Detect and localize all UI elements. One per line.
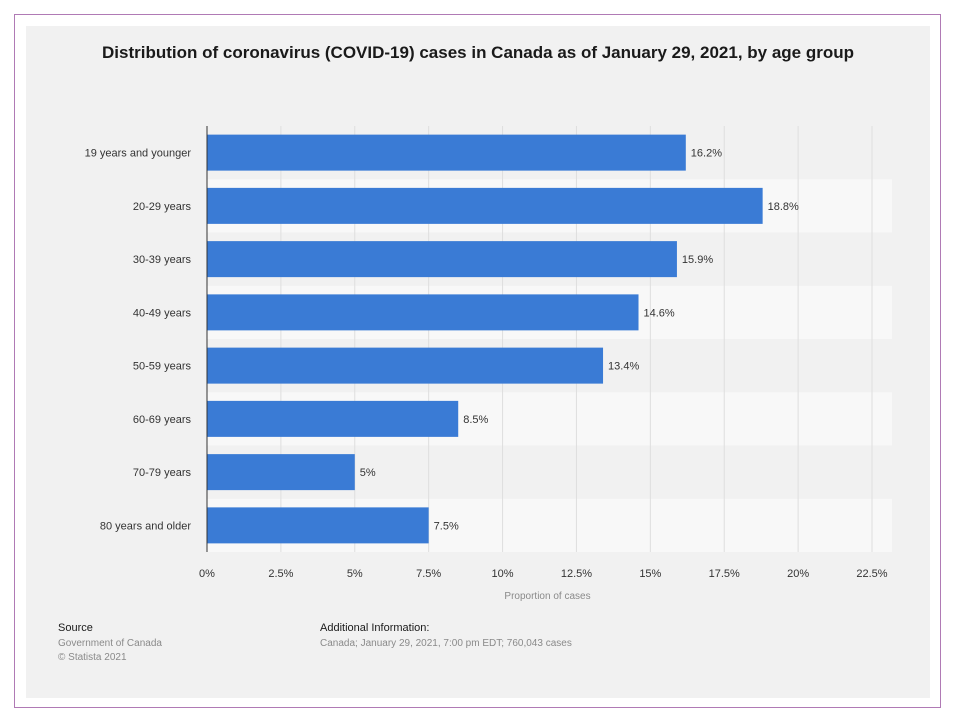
bar — [207, 347, 604, 384]
x-tick-label: 15% — [639, 568, 661, 580]
value-label: 8.5% — [463, 414, 488, 426]
value-label: 13.4% — [608, 361, 639, 373]
x-tick-label: 10% — [492, 568, 514, 580]
bar — [207, 241, 677, 278]
source-line-2: © Statista 2021 — [58, 652, 127, 663]
x-tick-label: 20% — [787, 568, 809, 580]
value-label: 16.2% — [691, 148, 722, 160]
chart-title: Distribution of coronavirus (COVID-19) c… — [102, 43, 854, 62]
value-label: 5% — [360, 467, 376, 479]
x-tick-label: 17.5% — [709, 568, 740, 580]
category-label: 60-69 years — [133, 414, 192, 426]
category-label: 19 years and younger — [85, 148, 192, 160]
bar — [207, 134, 686, 171]
category-label: 70-79 years — [133, 467, 192, 479]
value-label: 15.9% — [682, 254, 713, 266]
x-tick-label: 22.5% — [856, 568, 887, 580]
source-line-1: Government of Canada — [58, 638, 162, 649]
category-label: 20-29 years — [133, 201, 192, 213]
source-heading: Source — [58, 622, 93, 634]
value-label: 7.5% — [434, 520, 459, 532]
x-tick-label: 12.5% — [561, 568, 592, 580]
category-label: 50-59 years — [133, 361, 192, 373]
bar — [207, 400, 459, 437]
value-label: 18.8% — [768, 201, 799, 213]
bar — [207, 187, 763, 224]
value-label: 14.6% — [644, 307, 675, 319]
category-label: 40-49 years — [133, 307, 192, 319]
bar — [207, 454, 355, 491]
x-tick-label: 0% — [199, 568, 215, 580]
category-label: 80 years and older — [100, 520, 191, 532]
x-tick-label: 2.5% — [268, 568, 293, 580]
category-label: 30-39 years — [133, 254, 192, 266]
x-tick-label: 5% — [347, 568, 363, 580]
bar — [207, 294, 639, 331]
info-text: Canada; January 29, 2021, 7:00 pm EDT; 7… — [320, 638, 572, 649]
bar — [207, 507, 429, 544]
info-heading: Additional Information: — [320, 622, 430, 634]
x-axis-title: Proportion of cases — [504, 591, 590, 602]
x-tick-label: 7.5% — [416, 568, 441, 580]
